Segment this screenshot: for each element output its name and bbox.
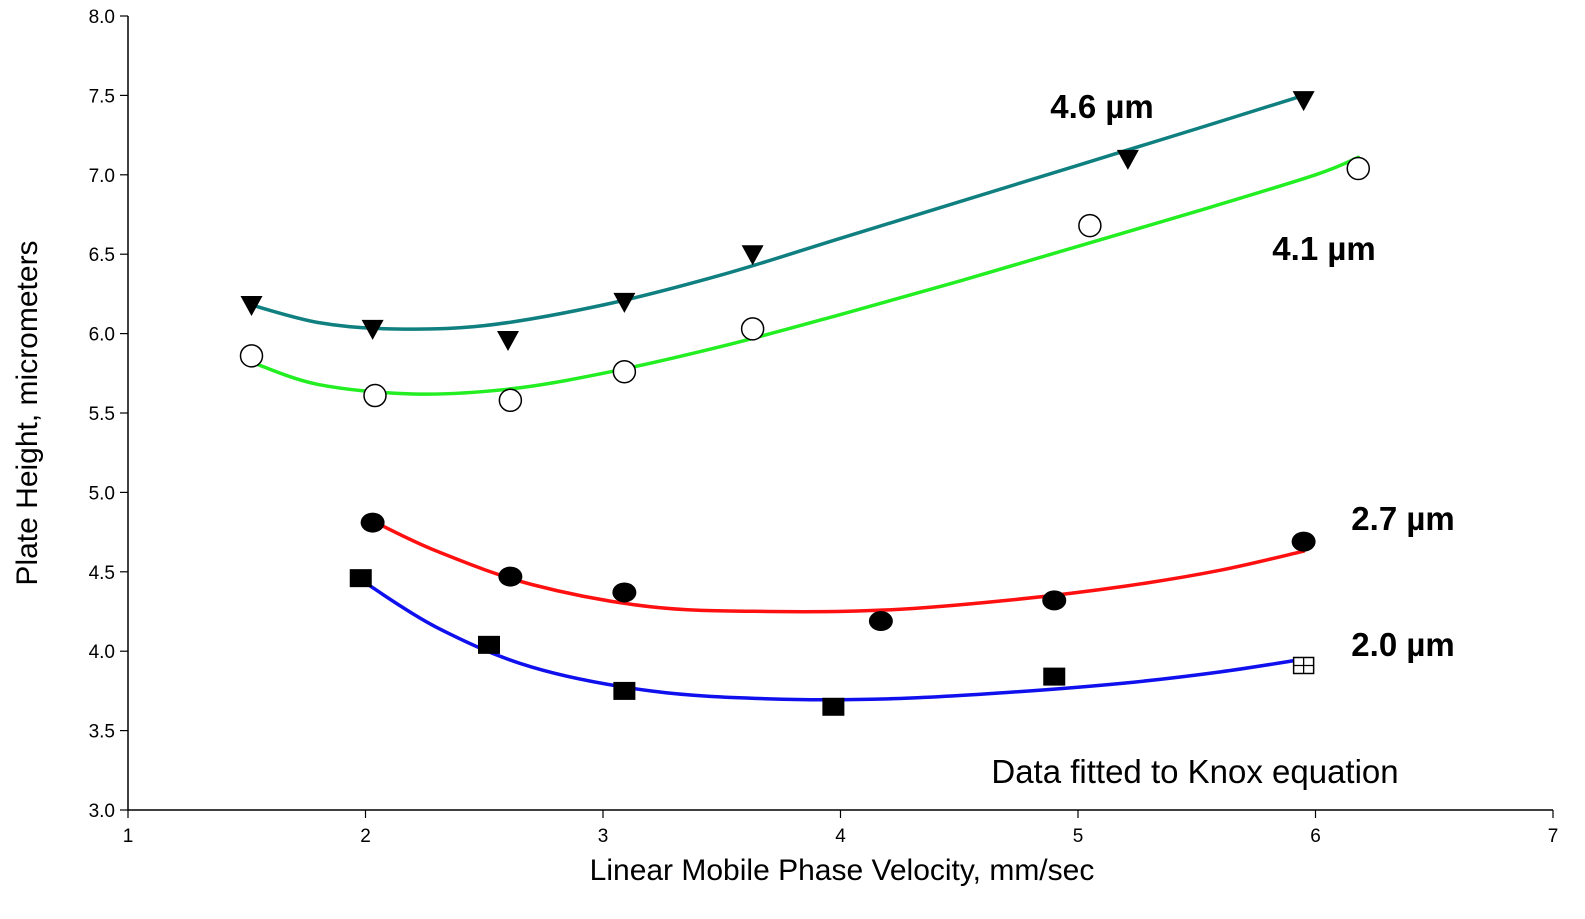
x-tick-label: 2 (360, 826, 371, 847)
data-point-2-0-m (822, 697, 845, 716)
data-point-4-6-m (741, 245, 764, 266)
data-point-4-1-m (363, 383, 387, 408)
x-tick-label: 5 (1073, 826, 1084, 847)
y-tick-label: 4.5 (89, 563, 115, 584)
y-tick-label: 6.5 (89, 245, 115, 266)
data-point-2-7-m (1291, 531, 1316, 552)
y-tick-label: 7.5 (89, 86, 115, 107)
data-point-4-6-m (1116, 149, 1139, 170)
x-tick-label: 7 (1548, 826, 1559, 847)
x-tick-label: 3 (598, 826, 609, 847)
axes: 1 2 3 4 5 6 7 3.0 3.5 4.0 4.5 5.0 5.5 6.0 6.5 7.0 7.5 8.0 (89, 7, 1559, 847)
x-tick-label: 4 (835, 826, 846, 847)
data-point-4-1-m (740, 317, 765, 341)
data-point-2-7-m (498, 566, 523, 587)
series-label-2-7-m: 2.7 µm (1351, 500, 1454, 537)
data-point-2-7-m (612, 582, 637, 603)
data-point-4-1-m (498, 388, 523, 413)
y-tick-label: 5.5 (89, 404, 115, 425)
data-point-2-0-m (613, 681, 636, 700)
fit-curve-4-6-m (249, 93, 1306, 331)
y-tick-label: 4.0 (89, 642, 115, 663)
y-tick-label: 5.0 (89, 483, 115, 504)
series-labels: 4.6 µm 4.1 µm 2.7 µm 2.0 µm (1050, 88, 1454, 663)
data-point-4-6-m (1292, 91, 1315, 112)
annotation-text: Data fitted to Knox equation (991, 753, 1398, 790)
fit-curve-2-0-m (359, 577, 1306, 702)
y-tick-label: 3.0 (89, 801, 115, 822)
data-point-4-6-m (361, 319, 384, 340)
data-point-4-6-m (497, 330, 519, 351)
series-label-4-1-m: 4.1 µm (1272, 230, 1375, 267)
series-label-2-0-m: 2.0 µm (1351, 626, 1454, 663)
data-point-2-0-m (349, 569, 372, 588)
data-point-2-7-m (868, 611, 893, 632)
data-point-2-0-m (1043, 667, 1066, 686)
y-tick-label: 7.0 (89, 166, 115, 187)
data-point-2-7-m (1042, 590, 1067, 611)
data-point-4-1-m (1346, 156, 1370, 181)
data-point-4-1-m (239, 344, 264, 368)
y-axis-title: Plate Height, micrometers (11, 240, 44, 585)
data-point-2-0-m (478, 635, 500, 654)
fit-curve-2-7-m (370, 519, 1306, 614)
x-tick-label: 1 (123, 826, 134, 847)
y-tick-label: 3.5 (89, 722, 115, 743)
fit-curves (249, 93, 1360, 702)
data-point-4-1-m (1078, 213, 1102, 238)
data-markers (239, 91, 1370, 716)
y-tick-label: 6.0 (89, 325, 115, 346)
series-label-4-6-m: 4.6 µm (1050, 88, 1153, 125)
data-point-4-1-m (612, 359, 637, 384)
x-axis-title: Linear Mobile Phase Velocity, mm/sec (590, 854, 1095, 887)
data-point-4-6-m (240, 296, 263, 317)
fit-curve-4-1-m (249, 155, 1360, 396)
axis-lines (127, 16, 1553, 811)
x-tick-label: 6 (1310, 826, 1321, 847)
data-point-2-0-m (1292, 656, 1315, 675)
y-tick-label: 8.0 (89, 7, 115, 28)
data-point-2-7-m (360, 512, 385, 533)
data-point-4-6-m (613, 292, 636, 313)
